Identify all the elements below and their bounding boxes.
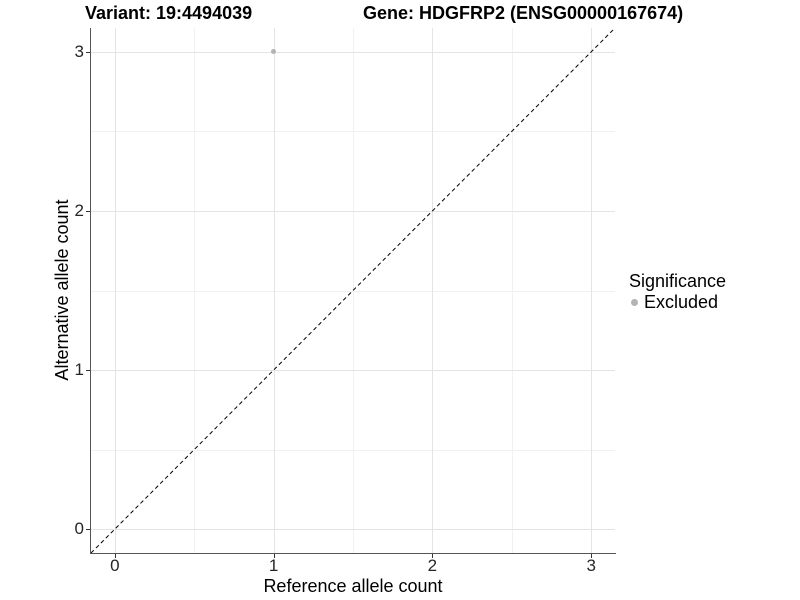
y-tick-mark bbox=[86, 370, 90, 372]
y-tick-label: 1 bbox=[74, 360, 84, 380]
legend-title: Significance bbox=[629, 271, 727, 291]
legend-item: Excluded bbox=[629, 292, 726, 312]
plot-title-variant: Variant: 19:4494039 bbox=[85, 3, 253, 23]
major-gridline-x bbox=[591, 28, 593, 553]
x-tick-label: 2 bbox=[427, 556, 438, 575]
major-gridline-y bbox=[91, 529, 615, 531]
x-tick-label: 1 bbox=[268, 556, 279, 575]
legend: Significance Excluded bbox=[629, 271, 726, 312]
y-axis-title: Alternative allele count bbox=[52, 199, 72, 381]
x-tick-mark bbox=[591, 554, 593, 558]
y-tick-label: 0 bbox=[74, 519, 84, 539]
x-tick-mark bbox=[114, 554, 116, 558]
legend-items: Excluded bbox=[629, 292, 726, 312]
x-axis-title: Reference allele count bbox=[263, 576, 443, 596]
y-tick-label: 2 bbox=[74, 200, 84, 220]
minor-gridline-y bbox=[91, 449, 615, 451]
y-axis-line bbox=[90, 28, 91, 554]
legend-item-label: Excluded bbox=[644, 292, 719, 312]
legend-key-dot bbox=[631, 298, 638, 306]
major-gridline-y bbox=[91, 51, 615, 53]
x-tick-label: 0 bbox=[110, 556, 120, 575]
plot-title-gene: Gene: HDGFRP2 (ENSG00000167674) bbox=[363, 3, 684, 23]
y-tick-mark bbox=[86, 529, 90, 531]
y-tick-mark bbox=[86, 210, 90, 212]
minor-gridline-y bbox=[91, 290, 615, 292]
major-gridline-x bbox=[273, 28, 275, 553]
x-tick-label: 3 bbox=[586, 556, 596, 575]
y-tick-mark bbox=[86, 51, 90, 53]
plot-panel bbox=[91, 28, 615, 553]
scatter-point bbox=[271, 49, 277, 55]
major-gridline-x bbox=[432, 28, 434, 553]
x-axis-line bbox=[90, 553, 616, 554]
major-gridline-y bbox=[91, 370, 615, 372]
major-gridline-y bbox=[91, 210, 615, 212]
x-tick-mark bbox=[432, 554, 434, 558]
y-tick-label: 3 bbox=[74, 41, 84, 61]
x-tick-mark bbox=[273, 554, 275, 558]
major-gridline-x bbox=[114, 28, 116, 553]
minor-gridline-y bbox=[91, 131, 615, 133]
identity-line bbox=[91, 28, 615, 553]
